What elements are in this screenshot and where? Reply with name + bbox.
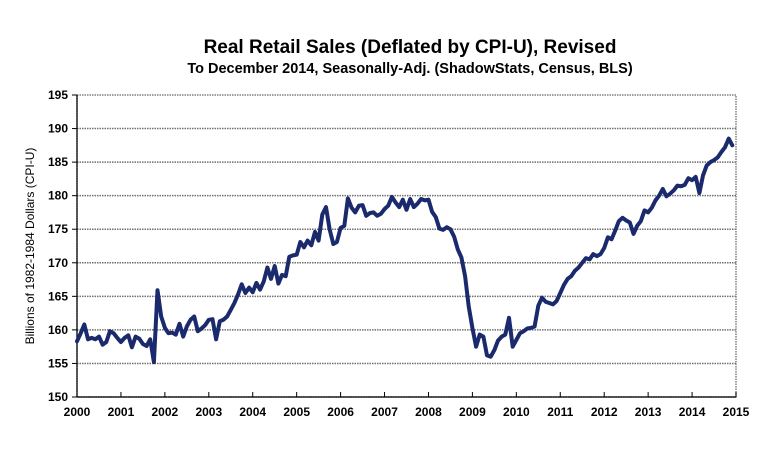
x-tick-label: 2010 [503,405,530,419]
y-tick-label: 185 [48,155,68,169]
y-tick-label: 165 [48,289,68,303]
x-tick-label: 2009 [459,405,486,419]
x-tick-label: 2011 [547,405,573,419]
y-tick-label: 190 [48,122,68,136]
y-tick-label: 195 [48,88,68,102]
y-tick-label: 150 [48,390,68,404]
x-axis: 2000 2001 2002 2003 2004 2005 2006 2007 2008 2009… [64,95,750,419]
x-tick-label: 2002 [152,405,179,419]
y-tick-label: 175 [48,222,68,236]
y-tick-label: 170 [48,256,68,270]
y-axis-label: Billions of 1982-1984 Dollars (CPI-U) [23,148,37,345]
x-tick-label: 2005 [283,405,310,419]
x-tick-label: 2012 [591,405,618,419]
y-axis: 150 155 160 165 170 175 180 185 190 195 [48,88,77,404]
x-tick-label: 2001 [108,405,135,419]
x-tick-label: 2000 [64,405,91,419]
x-tick-label: 2015 [723,405,750,419]
chart-subtitle: To December 2014, Seasonally-Adj. (Shado… [187,61,633,77]
x-tick-label: 2008 [415,405,442,419]
x-tick-label: 2006 [327,405,354,419]
x-tick-label: 2003 [195,405,222,419]
y-tick-label: 155 [48,356,68,370]
x-tick-label: 2014 [679,405,706,419]
chart-title: Real Retail Sales (Deflated by CPI-U), R… [204,37,617,58]
x-tick-label: 2004 [239,405,266,419]
series-line-real-retail-sales [75,136,735,365]
y-tick-label: 160 [48,323,68,337]
x-tick-label: 2007 [371,405,398,419]
x-tick-label: 2013 [635,405,662,419]
data-points [76,138,733,363]
y-tick-label: 180 [48,189,68,203]
